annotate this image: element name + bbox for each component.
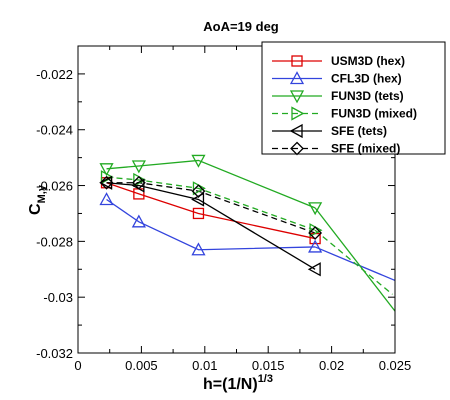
y-axis-label-subscript: M,y [36, 184, 48, 203]
x-tick-label: 0.005 [125, 358, 158, 373]
x-axis-label: h=(1/N)1/3 [203, 373, 273, 393]
series-point-triangle-up [308, 239, 323, 253]
y-axis-label-main: C [27, 203, 44, 215]
series-point-triangle-left [99, 175, 113, 190]
series-extrapolation-line [314, 229, 393, 295]
series-point-diamond [99, 175, 114, 190]
chart-title: AoA=19 deg [203, 19, 279, 34]
series-point-square [192, 207, 205, 220]
series-point-triangle-down [308, 202, 323, 216]
legend-marker-diamond [290, 141, 304, 156]
series-point-diamond [308, 226, 323, 240]
legend-label: CFL3D (hex) [331, 72, 402, 86]
legend-marker-triangle-left [289, 123, 303, 139]
series-extrapolation-line [314, 207, 396, 312]
y-tick-label: -0.022 [36, 67, 73, 82]
series-point-triangle-up [131, 214, 146, 228]
x-tick-label: 0 [74, 358, 81, 373]
series-point-triangle-left [307, 262, 321, 277]
series-point-triangle-down [131, 160, 146, 174]
series-line [106, 182, 316, 240]
legend-label: FUN3D (tets) [331, 89, 404, 103]
series-point-diamond [131, 175, 146, 190]
y-tick-label: -0.032 [36, 346, 73, 361]
legend-label: SFE (tets) [331, 124, 387, 138]
plot-series-lines [106, 159, 396, 312]
y-tick-label: -0.026 [36, 179, 73, 194]
y-tick-label: -0.024 [36, 123, 73, 138]
series-point-triangle-down [191, 154, 206, 168]
x-tick-label: 0.025 [379, 358, 412, 373]
legend-label: FUN3D (mixed) [331, 107, 417, 121]
legend-label: USM3D (hex) [331, 54, 405, 68]
x-axis-label-superscript: 1/3 [258, 373, 273, 385]
legend-items: USM3D (hex) CFL3D (hex) FUN3D (tets) FUN3D … [272, 54, 417, 156]
x-axis-ticks: 0 0.005 0.01 0.015 0.02 0.025 [74, 46, 411, 373]
legend-marker-triangle-right [291, 106, 305, 121]
series-line [106, 176, 316, 231]
series-point-triangle-up [191, 242, 206, 256]
x-tick-label: 0.01 [192, 358, 217, 373]
y-tick-label: -0.028 [36, 234, 73, 249]
legend-marker-triangle-down [289, 90, 305, 104]
series-line [106, 182, 316, 234]
series-point-triangle-up [99, 192, 114, 206]
legend-marker-square [291, 55, 303, 67]
series-line [106, 198, 316, 251]
y-axis-label: CM,y [27, 184, 48, 215]
series-point-triangle-down [99, 163, 114, 177]
series-line [106, 182, 316, 270]
x-axis-label-main: h=(1/N) [203, 376, 258, 393]
legend-label: SFE (mixed) [331, 142, 400, 156]
legend: USM3D (hex) CFL3D (hex) FUN3D (tets) FUN3D … [261, 41, 446, 156]
x-tick-label: 0.02 [319, 358, 344, 373]
series-point-diamond [191, 184, 206, 199]
x-tick-label: 0.015 [252, 358, 285, 373]
plot-series-markers [99, 154, 323, 277]
legend-marker-triangle-up [289, 71, 305, 85]
y-tick-label: -0.03 [43, 290, 73, 305]
y-axis-ticks: -0.032 -0.03 -0.028 -0.026 -0.024 -0.022 [36, 67, 395, 361]
series-point-triangle-right [100, 170, 114, 185]
series-line [106, 159, 316, 209]
